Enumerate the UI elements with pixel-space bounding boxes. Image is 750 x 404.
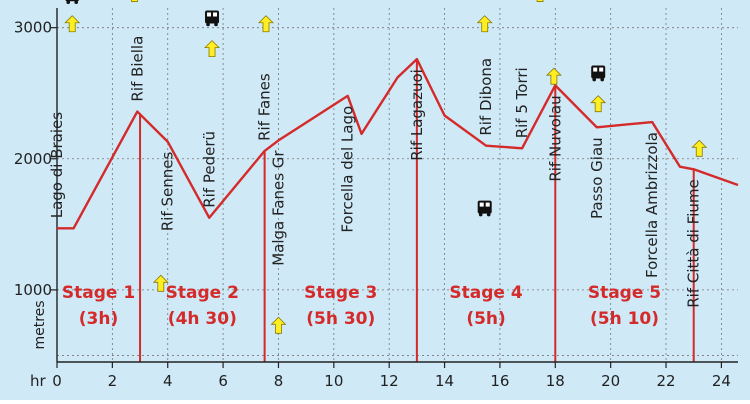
grid bbox=[57, 8, 738, 362]
x-tick-label: 8 bbox=[274, 372, 284, 390]
place-label: Rif Biella bbox=[128, 36, 146, 102]
bus-wheel bbox=[66, 0, 71, 4]
hut-arrow-icon bbox=[536, 0, 544, 2]
bus-wheel bbox=[600, 77, 605, 82]
place-label: Rif Lagazuoi bbox=[408, 69, 426, 161]
bus-wheel bbox=[214, 22, 218, 27]
place-label: Rif Città di Fiume bbox=[685, 179, 703, 308]
bus-window bbox=[593, 67, 598, 72]
place-label: Rif Nuvolau bbox=[546, 95, 564, 181]
bus-wheel bbox=[486, 212, 491, 217]
bus-wheel bbox=[478, 212, 483, 217]
y-tick-label: 1000 bbox=[14, 281, 52, 299]
stage-dividers bbox=[139, 59, 695, 362]
elevation-profile bbox=[57, 57, 739, 230]
bus-window bbox=[485, 202, 490, 207]
bus-icon bbox=[65, 0, 80, 4]
place-label: Forcella Ambrizzola bbox=[643, 132, 661, 278]
place-label: Rif Sennes bbox=[159, 152, 177, 232]
hut-arrow-icon bbox=[545, 67, 562, 85]
place-label: Forcella del Lago bbox=[339, 106, 357, 233]
stage-name: Stage 2 bbox=[166, 283, 239, 303]
x-tick-label: 0 bbox=[52, 372, 62, 390]
x-tick-label: 16 bbox=[490, 372, 509, 390]
x-tick-label: 12 bbox=[380, 372, 399, 390]
x-tick-label: 22 bbox=[656, 372, 675, 390]
bus-window bbox=[599, 67, 604, 72]
bus-window bbox=[207, 12, 212, 17]
hut-arrow-icon bbox=[131, 0, 138, 2]
stage-duration: (5h 30) bbox=[306, 309, 375, 329]
bus-wheel bbox=[206, 22, 210, 27]
place-label: Rif 5 Torri bbox=[513, 67, 531, 138]
stage-name: Stage 4 bbox=[449, 283, 522, 303]
stage-duration: (5h 10) bbox=[590, 309, 659, 329]
stage-labels: Stage 1 (3h) Stage 2 (4h 30) Stage 3 (5h 30) S… bbox=[62, 283, 661, 329]
place-label: Rif Dibona bbox=[477, 58, 495, 136]
x-axis-title: hr bbox=[30, 372, 47, 390]
place-label: Passo Giau bbox=[588, 137, 606, 219]
x-tick-label: 10 bbox=[324, 372, 343, 390]
x-tick-label: 18 bbox=[546, 372, 565, 390]
y-axis-title: metres bbox=[32, 300, 48, 349]
hut-arrow-icon bbox=[270, 316, 287, 334]
bus-stops bbox=[65, 0, 606, 217]
stage-name: Stage 5 bbox=[588, 283, 661, 303]
stage-duration: (3h) bbox=[79, 309, 118, 329]
place-label: Rif Fanes bbox=[256, 73, 274, 141]
x-tick-label: 20 bbox=[601, 372, 620, 390]
x-tick-label: 4 bbox=[163, 372, 173, 390]
y-tick-label: 3000 bbox=[14, 19, 52, 37]
y-tick-label: 2000 bbox=[14, 150, 52, 168]
x-tick-label: 6 bbox=[218, 372, 228, 390]
x-tick-label: 24 bbox=[712, 372, 731, 390]
bus-body bbox=[477, 200, 492, 214]
x-tick-label: 2 bbox=[108, 372, 118, 390]
hut-arrow-icon bbox=[590, 95, 607, 113]
bus-wheel bbox=[592, 77, 597, 82]
hut-arrow-icon bbox=[258, 15, 274, 33]
bus-icon bbox=[591, 65, 606, 82]
bus-body bbox=[205, 10, 220, 24]
bus-wheel bbox=[74, 0, 79, 4]
hut-arrow-icon bbox=[476, 15, 493, 33]
y-tick-labels: 1000 2000 3000 bbox=[14, 19, 52, 299]
hut-arrow-icon bbox=[152, 274, 169, 292]
stage-name: Stage 1 bbox=[62, 283, 135, 303]
x-tick-label: 14 bbox=[435, 372, 454, 390]
elevation-line bbox=[57, 57, 739, 230]
hut-arrow-icon bbox=[691, 139, 708, 157]
hut-arrow-icon bbox=[64, 15, 81, 33]
x-tick-labels: 0 2 4 6 8 10 12 14 16 18 20 22 24 bbox=[52, 372, 731, 390]
bus-icon bbox=[477, 200, 492, 217]
bus-icon bbox=[205, 10, 220, 27]
place-labels: Lago di Braies Rif Biella Rif Sennes Rif Pe… bbox=[48, 36, 703, 308]
stage-duration: (5h) bbox=[466, 309, 505, 329]
stage-name: Stage 3 bbox=[304, 283, 377, 303]
place-label: Malga Fanes Gr bbox=[269, 150, 287, 266]
bus-body bbox=[591, 65, 606, 79]
place-label: Lago di Braies bbox=[48, 112, 66, 219]
hut-arrow-icon bbox=[204, 40, 220, 58]
axes bbox=[51, 8, 738, 368]
stage-duration: (4h 30) bbox=[168, 309, 237, 329]
place-label: Rif Pederü bbox=[200, 131, 218, 208]
hut-arrows bbox=[64, 0, 708, 334]
bus-window bbox=[213, 12, 218, 17]
bus-window bbox=[479, 202, 484, 207]
